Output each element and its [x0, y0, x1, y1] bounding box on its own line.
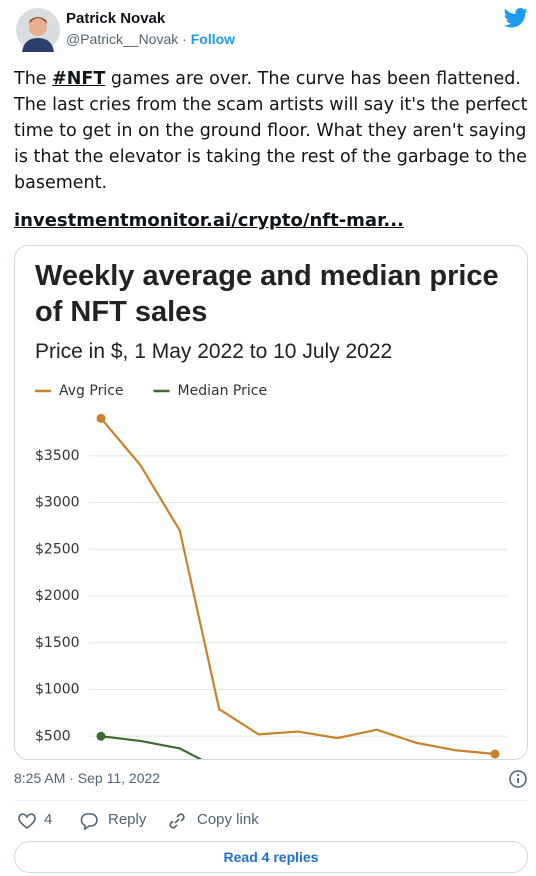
- author-handle[interactable]: @Patrick__Novak · Follow: [66, 31, 236, 47]
- chart-subtitle: Price in $, 1 May 2022 to 10 July 2022: [35, 340, 393, 363]
- tweet-text: The #NFT games are over. The curve has b…: [14, 66, 529, 196]
- point: [96, 413, 106, 423]
- chart-card[interactable]: Weekly average and median price of NFT s…: [14, 245, 528, 760]
- avatar[interactable]: [16, 8, 60, 52]
- point: [96, 731, 106, 741]
- reply-icon[interactable]: [79, 811, 99, 831]
- legend-label: Avg Price: [59, 383, 124, 399]
- follow[interactable]: Follow: [190, 31, 236, 47]
- y-tick-label: $2500: [35, 541, 80, 557]
- like-count[interactable]: 4: [44, 811, 53, 828]
- like-icon[interactable]: [17, 812, 37, 830]
- chart: $500 $1000 $1500 $2000 $2500 $3000 $3500 Avg Pr…: [35, 383, 507, 759]
- copy-link[interactable]: Copy link: [197, 811, 259, 828]
- line: [100, 417, 496, 756]
- link-icon[interactable]: [167, 811, 187, 831]
- line: [100, 735, 203, 759]
- info-icon[interactable]: [508, 769, 528, 789]
- twitter-logo[interactable]: [504, 8, 528, 28]
- y-tick-label: $3000: [35, 495, 80, 511]
- y-tick-label: $1000: [35, 682, 80, 698]
- y-tick-label: $3500: [35, 448, 80, 464]
- y-tick-label: $2000: [35, 588, 80, 604]
- y-tick-label: $500: [35, 728, 71, 744]
- handle[interactable]: @Patrick__Novak: [66, 31, 179, 47]
- text: games are over. The curve has been flatt…: [14, 69, 528, 193]
- read-replies[interactable]: Read 4 replies: [14, 841, 528, 873]
- reply[interactable]: Reply: [108, 811, 147, 828]
- link[interactable]: investmentmonitor.ai/crypto/nft-mar...: [14, 210, 404, 231]
- legend-label: Median Price: [178, 383, 268, 399]
- divider: [14, 800, 528, 801]
- timestamp[interactable]: 8:25 AM · Sep 11, 2022: [14, 770, 161, 786]
- hashtag[interactable]: #NFT: [52, 69, 106, 89]
- chart-title: Weekly average and median price of NFT s…: [35, 260, 499, 328]
- author-name[interactable]: Patrick Novak: [66, 10, 166, 27]
- text: The: [14, 69, 53, 89]
- y-tick-label: $1500: [35, 635, 80, 651]
- point: [490, 749, 500, 759]
